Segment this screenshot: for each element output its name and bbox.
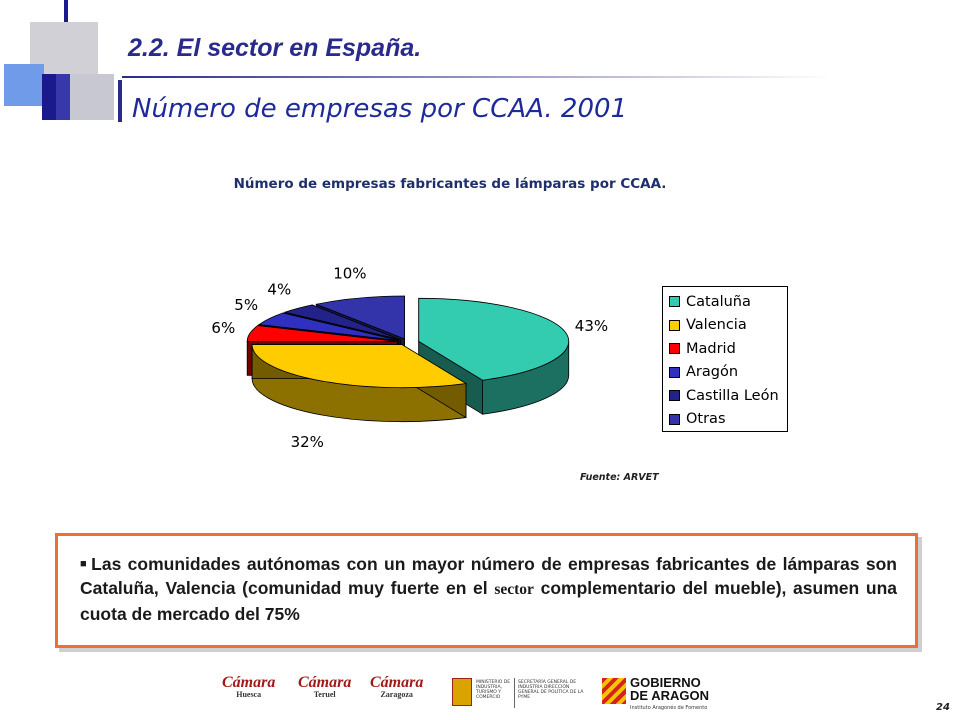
pie-label: 43% [575,317,608,335]
legend-item: Valencia [669,314,787,338]
note-text-part1: Las comunidades autónomas con un mayor n… [80,554,897,598]
pie-slice-madrid [246,325,398,342]
pie-slice-aragón [257,312,399,341]
camara-huesca-logo: Cámara Huesca [222,674,276,699]
header-decoration [0,0,130,125]
ministry-logo: MINISTERIO DE INDUSTRIA, TURISMO Y COMER… [452,676,590,712]
footer-logos: Cámara Huesca Cámara Teruel Cámara Zarag… [0,672,960,720]
pie-label: 32% [291,433,324,451]
pie-label: 5% [234,296,258,314]
gobierno-aragon-logo: GOBIERNO DE ARAGON Instituto Aragonés de… [602,676,722,716]
page-title: 2.2. El sector en España. [128,34,422,62]
summary-note: ■ Las comunidades autónomas con un mayor … [55,533,918,648]
subtitle-underline [118,80,122,122]
legend-swatch [669,319,680,331]
legend-swatch [669,366,680,378]
legend-item: Aragón [669,361,787,385]
pie-label: 6% [211,319,235,337]
bullet-icon: ■ [80,558,89,570]
pie-slice-castilla-león [283,304,401,341]
pie-slice-cataluña [418,297,570,381]
camara-zaragoza-logo: Cámara Zaragoza [370,674,424,699]
legend-item: Cataluña [669,290,787,314]
legend-label: Cataluña [686,293,751,310]
legend-item: Madrid [669,337,787,361]
legend-label: Aragón [686,364,739,381]
legend-item: Castilla León [669,384,787,408]
legend-item: Otras [669,408,787,432]
page-number: 24 [936,702,950,713]
legend-swatch [669,390,680,402]
legend-swatch [669,343,680,355]
page-subtitle: Número de empresas por CCAA. 2001 [132,94,628,124]
pie-label: 4% [267,280,291,298]
legend-swatch [669,296,680,308]
legend-label: Valencia [686,317,747,334]
note-text-part2: sector [494,581,534,598]
legend-label: Castilla León [686,387,779,404]
legend-swatch [669,413,680,425]
legend-label: Madrid [686,340,736,357]
chart-legend: Cataluña Valencia Madrid Aragón Castilla Leó… [662,286,788,432]
chart-title: Número de empresas fabricantes de lámpar… [233,176,667,192]
pie-slice-otras [315,295,406,340]
pie-label: 10% [333,264,366,282]
title-underline [122,76,832,78]
chart-source: Fuente: ARVET [580,472,659,483]
legend-label: Otras [686,411,726,428]
note-text-part3: complementario del mueble), asumen una c… [80,578,897,624]
camara-teruel-logo: Cámara Teruel [298,674,352,699]
pie-slice-valencia [251,344,468,389]
